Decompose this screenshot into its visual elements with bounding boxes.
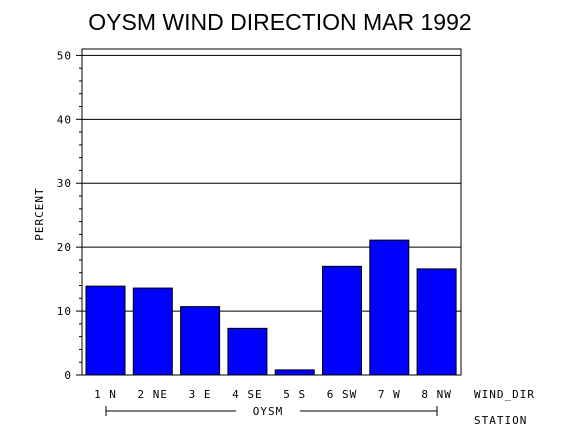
bar-4-se bbox=[227, 327, 268, 376]
y-tick-label: 40 bbox=[57, 113, 72, 126]
bar-8-nw bbox=[416, 268, 457, 376]
bar-3-e bbox=[180, 306, 221, 376]
station-axis-label: STATION bbox=[474, 414, 527, 427]
bar-2-ne bbox=[132, 287, 173, 376]
y-tick-labels: 0 10 20 30 40 50 bbox=[57, 49, 72, 382]
bars bbox=[85, 239, 457, 376]
x-tick-label: 1 N bbox=[94, 388, 117, 401]
bar-5-s bbox=[274, 369, 315, 376]
x-tick-label: 4 SE bbox=[232, 388, 263, 401]
station-group-label: OYSM bbox=[253, 405, 284, 418]
x-tick-label: 3 E bbox=[189, 388, 212, 401]
plot-frame bbox=[81, 48, 462, 376]
y-tick-label: 10 bbox=[57, 305, 72, 318]
bar-7-w bbox=[369, 239, 410, 376]
x-axis-label: WIND_DIR bbox=[474, 388, 535, 401]
y-tick-label: 50 bbox=[57, 49, 72, 62]
y-axis-ticks bbox=[76, 54, 82, 376]
chart-title: OYSM WIND DIRECTION MAR 1992 bbox=[88, 9, 471, 35]
x-tick-label: 6 SW bbox=[327, 388, 358, 401]
y-tick-label: 30 bbox=[57, 177, 72, 190]
x-tick-label: 5 S bbox=[283, 388, 306, 401]
bar-1-n bbox=[85, 285, 126, 376]
y-tick-label: 20 bbox=[57, 241, 72, 254]
x-tick-label: 7 W bbox=[378, 388, 401, 401]
y-axis-label: PERCENT bbox=[33, 187, 46, 240]
bar-6-sw bbox=[322, 265, 362, 376]
x-tick-labels: 1 N 2 NE 3 E 4 SE 5 S 6 SW 7 W 8 NW bbox=[94, 388, 452, 401]
x-tick-label: 8 NW bbox=[421, 388, 452, 401]
y-tick-label: 0 bbox=[64, 369, 72, 382]
x-tick-label: 2 NE bbox=[138, 388, 169, 401]
